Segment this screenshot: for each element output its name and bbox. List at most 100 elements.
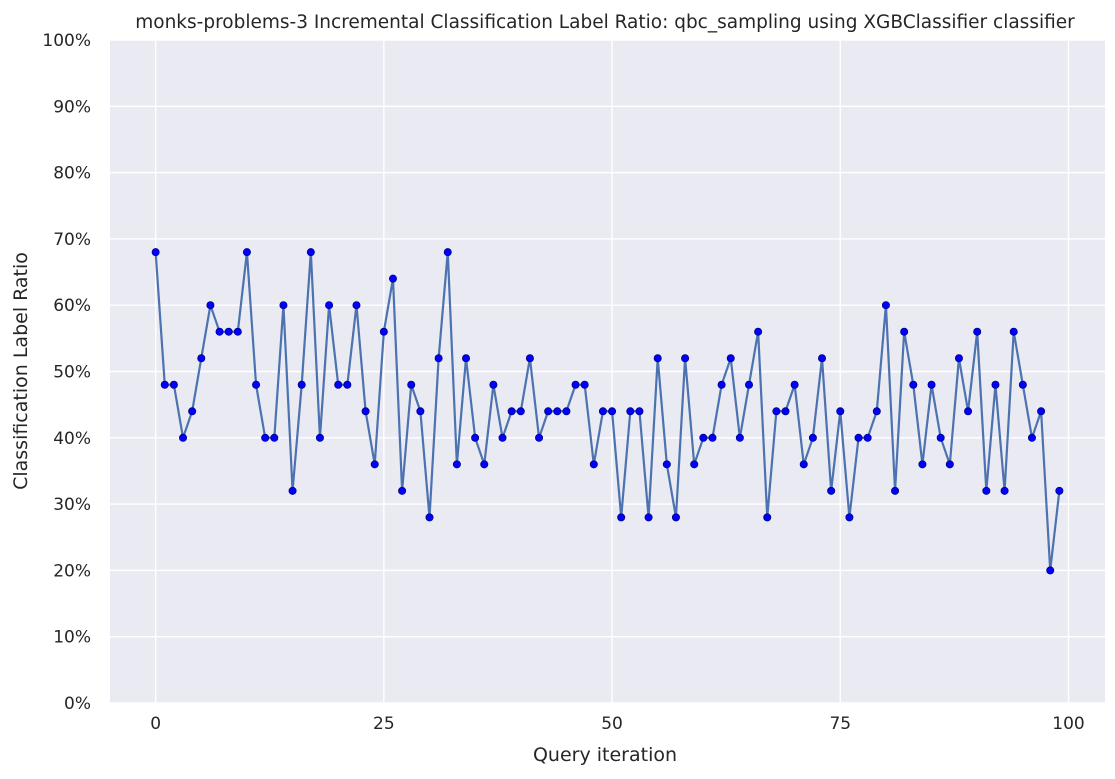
data-point bbox=[343, 380, 352, 389]
y-tick-labels: 0% 10% 20% 30% 40% 50% 60% 70% 80% 90% 100% bbox=[42, 31, 91, 714]
data-point bbox=[1027, 433, 1036, 442]
data-point bbox=[1009, 327, 1018, 336]
data-point bbox=[306, 248, 315, 257]
data-point bbox=[726, 354, 735, 363]
series-line bbox=[154, 251, 1061, 572]
data-point bbox=[954, 354, 963, 363]
data-point bbox=[909, 380, 918, 389]
data-point bbox=[169, 380, 178, 389]
data-point bbox=[434, 354, 443, 363]
data-point bbox=[379, 327, 388, 336]
data-point bbox=[388, 274, 397, 283]
data-point bbox=[325, 301, 334, 310]
y-tick-label: 100% bbox=[42, 31, 91, 51]
data-point bbox=[562, 407, 571, 416]
data-point bbox=[535, 433, 544, 442]
y-tick-label: 70% bbox=[53, 230, 91, 250]
data-point bbox=[991, 380, 1000, 389]
data-point bbox=[242, 248, 251, 257]
data-point bbox=[644, 513, 653, 522]
data-point bbox=[416, 407, 425, 416]
data-point bbox=[681, 354, 690, 363]
data-point bbox=[717, 380, 726, 389]
data-point bbox=[151, 248, 160, 257]
x-tick-label: 75 bbox=[829, 714, 851, 734]
data-point bbox=[160, 380, 169, 389]
data-point bbox=[1055, 486, 1064, 495]
data-point bbox=[735, 433, 744, 442]
data-point bbox=[589, 460, 598, 469]
data-point bbox=[891, 486, 900, 495]
data-point bbox=[690, 460, 699, 469]
data-point bbox=[352, 301, 361, 310]
x-tick-labels: 0 25 50 75 100 bbox=[150, 714, 1084, 734]
data-point bbox=[252, 380, 261, 389]
data-point bbox=[754, 327, 763, 336]
x-axis-title: Query iteration bbox=[533, 744, 677, 766]
data-point bbox=[462, 354, 471, 363]
y-tick-label: 80% bbox=[53, 164, 91, 184]
x-tick-label: 50 bbox=[601, 714, 623, 734]
data-point bbox=[881, 301, 890, 310]
data-point bbox=[671, 513, 680, 522]
y-tick-label: 60% bbox=[53, 296, 91, 316]
y-tick-label: 0% bbox=[64, 694, 91, 714]
data-point bbox=[626, 407, 635, 416]
data-point bbox=[653, 354, 662, 363]
x-tick-label: 25 bbox=[373, 714, 395, 734]
y-tick-label: 10% bbox=[53, 628, 91, 648]
data-point bbox=[836, 407, 845, 416]
data-point bbox=[425, 513, 434, 522]
data-point bbox=[662, 460, 671, 469]
data-point bbox=[635, 407, 644, 416]
data-point bbox=[790, 380, 799, 389]
data-point bbox=[516, 407, 525, 416]
data-point bbox=[580, 380, 589, 389]
data-point bbox=[452, 460, 461, 469]
data-point bbox=[918, 460, 927, 469]
data-point bbox=[744, 380, 753, 389]
data-point bbox=[443, 248, 452, 257]
data-point bbox=[964, 407, 973, 416]
data-point bbox=[279, 301, 288, 310]
y-tick-label: 30% bbox=[53, 495, 91, 515]
data-point bbox=[945, 460, 954, 469]
data-point bbox=[270, 433, 279, 442]
data-point bbox=[188, 407, 197, 416]
data-point bbox=[315, 433, 324, 442]
data-point bbox=[197, 354, 206, 363]
data-point bbox=[215, 327, 224, 336]
y-tick-label: 50% bbox=[53, 363, 91, 383]
data-point bbox=[699, 433, 708, 442]
data-point bbox=[179, 433, 188, 442]
data-point bbox=[1000, 486, 1009, 495]
data-point bbox=[927, 380, 936, 389]
data-point bbox=[799, 460, 808, 469]
data-point bbox=[571, 380, 580, 389]
data-point bbox=[297, 380, 306, 389]
data-point bbox=[982, 486, 991, 495]
x-gridlines bbox=[154, 40, 1070, 703]
data-point bbox=[863, 433, 872, 442]
data-point bbox=[845, 513, 854, 522]
data-point bbox=[1037, 407, 1046, 416]
y-tick-label: 20% bbox=[53, 561, 91, 581]
data-point bbox=[480, 460, 489, 469]
data-point bbox=[498, 433, 507, 442]
data-point bbox=[507, 407, 516, 416]
data-point bbox=[598, 407, 607, 416]
data-point bbox=[334, 380, 343, 389]
data-point bbox=[407, 380, 416, 389]
data-point bbox=[808, 433, 817, 442]
data-point bbox=[936, 433, 945, 442]
x-tick-label: 0 bbox=[150, 714, 161, 734]
data-point bbox=[708, 433, 717, 442]
x-tick-label: 100 bbox=[1052, 714, 1084, 734]
data-point bbox=[261, 433, 270, 442]
data-point bbox=[1018, 380, 1027, 389]
data-point bbox=[206, 301, 215, 310]
data-point bbox=[544, 407, 553, 416]
data-point bbox=[608, 407, 617, 416]
data-point bbox=[900, 327, 909, 336]
